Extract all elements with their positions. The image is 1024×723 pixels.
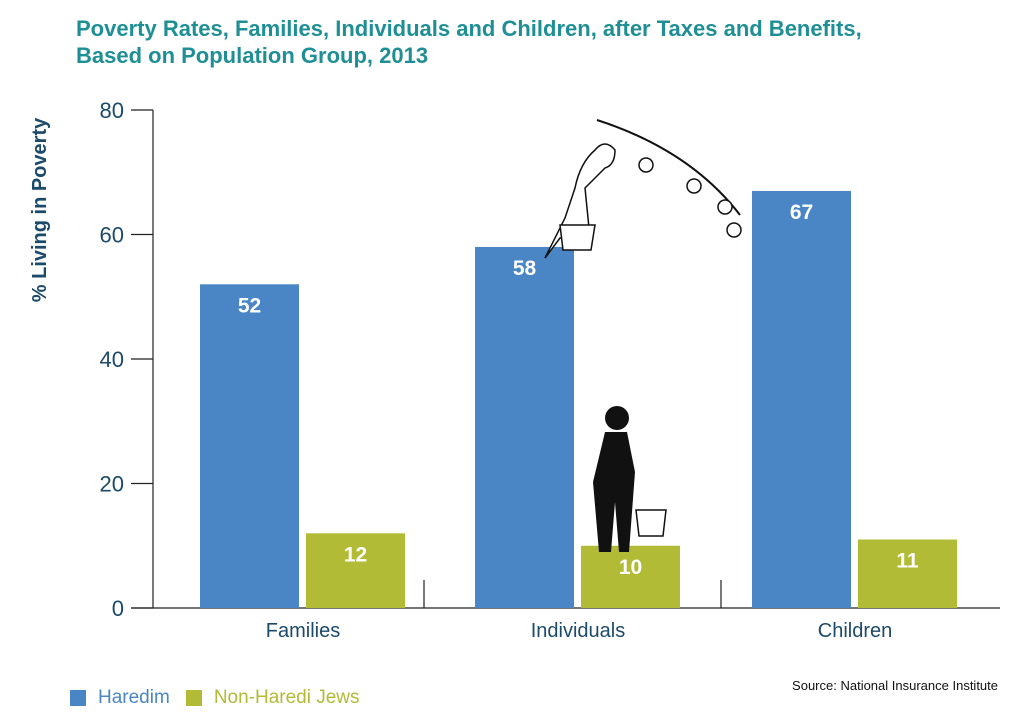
legend-label-non-haredi: Non-Haredi Jews (213, 687, 360, 708)
x-tick-label: Children (818, 620, 892, 642)
y-tick-label: 60 (100, 223, 124, 248)
legend-label-haredim: Haredim (98, 687, 170, 708)
bar-haredim-children (752, 190, 851, 609)
bar-haredim-families (200, 284, 299, 608)
bar-non-haredi-jews-individuals (581, 545, 680, 608)
legend-swatch-non-haredi (185, 690, 202, 706)
bar-non-haredi-jews-families (306, 533, 405, 608)
x-tick-label: Families (266, 620, 340, 642)
data-label: 12 (344, 543, 367, 566)
apple-icon (717, 199, 733, 215)
branch-illustration (596, 119, 741, 216)
y-tick-label: 20 (100, 472, 124, 497)
bar-haredim-individuals (475, 246, 574, 608)
data-label: 11 (896, 550, 919, 573)
y-axis-label: % Living in Poverty (29, 117, 51, 302)
apple-icon (686, 178, 702, 194)
title-line-1: Poverty Rates, Families, Individuals and… (76, 16, 862, 41)
man-head-illustration (605, 406, 629, 430)
x-tick-label: Individuals (531, 620, 626, 642)
chart-title: Poverty Rates, Families, Individuals and… (76, 15, 862, 69)
basket-icon (635, 509, 667, 537)
basket-icon (559, 224, 596, 251)
title-line-2: Based on Population Group, 2013 (76, 43, 429, 68)
apple-icon (638, 157, 654, 173)
man-standing-illustration (593, 432, 635, 552)
legend-swatch-haredim (70, 690, 86, 706)
data-label: 10 (619, 556, 642, 579)
data-label: 67 (790, 201, 813, 224)
data-label: 58 (513, 257, 537, 280)
source-note: Source: National Insurance Institute (792, 678, 998, 693)
y-tick-label: 0 (112, 596, 124, 621)
y-tick-label: 40 (100, 347, 124, 372)
legend: Haredim Non-Haredi Jews (70, 687, 360, 709)
y-tick-label: 80 (100, 98, 124, 123)
bar-non-haredi-jews-children (858, 539, 957, 608)
data-label: 52 (238, 294, 261, 317)
apple-icon (726, 222, 742, 238)
